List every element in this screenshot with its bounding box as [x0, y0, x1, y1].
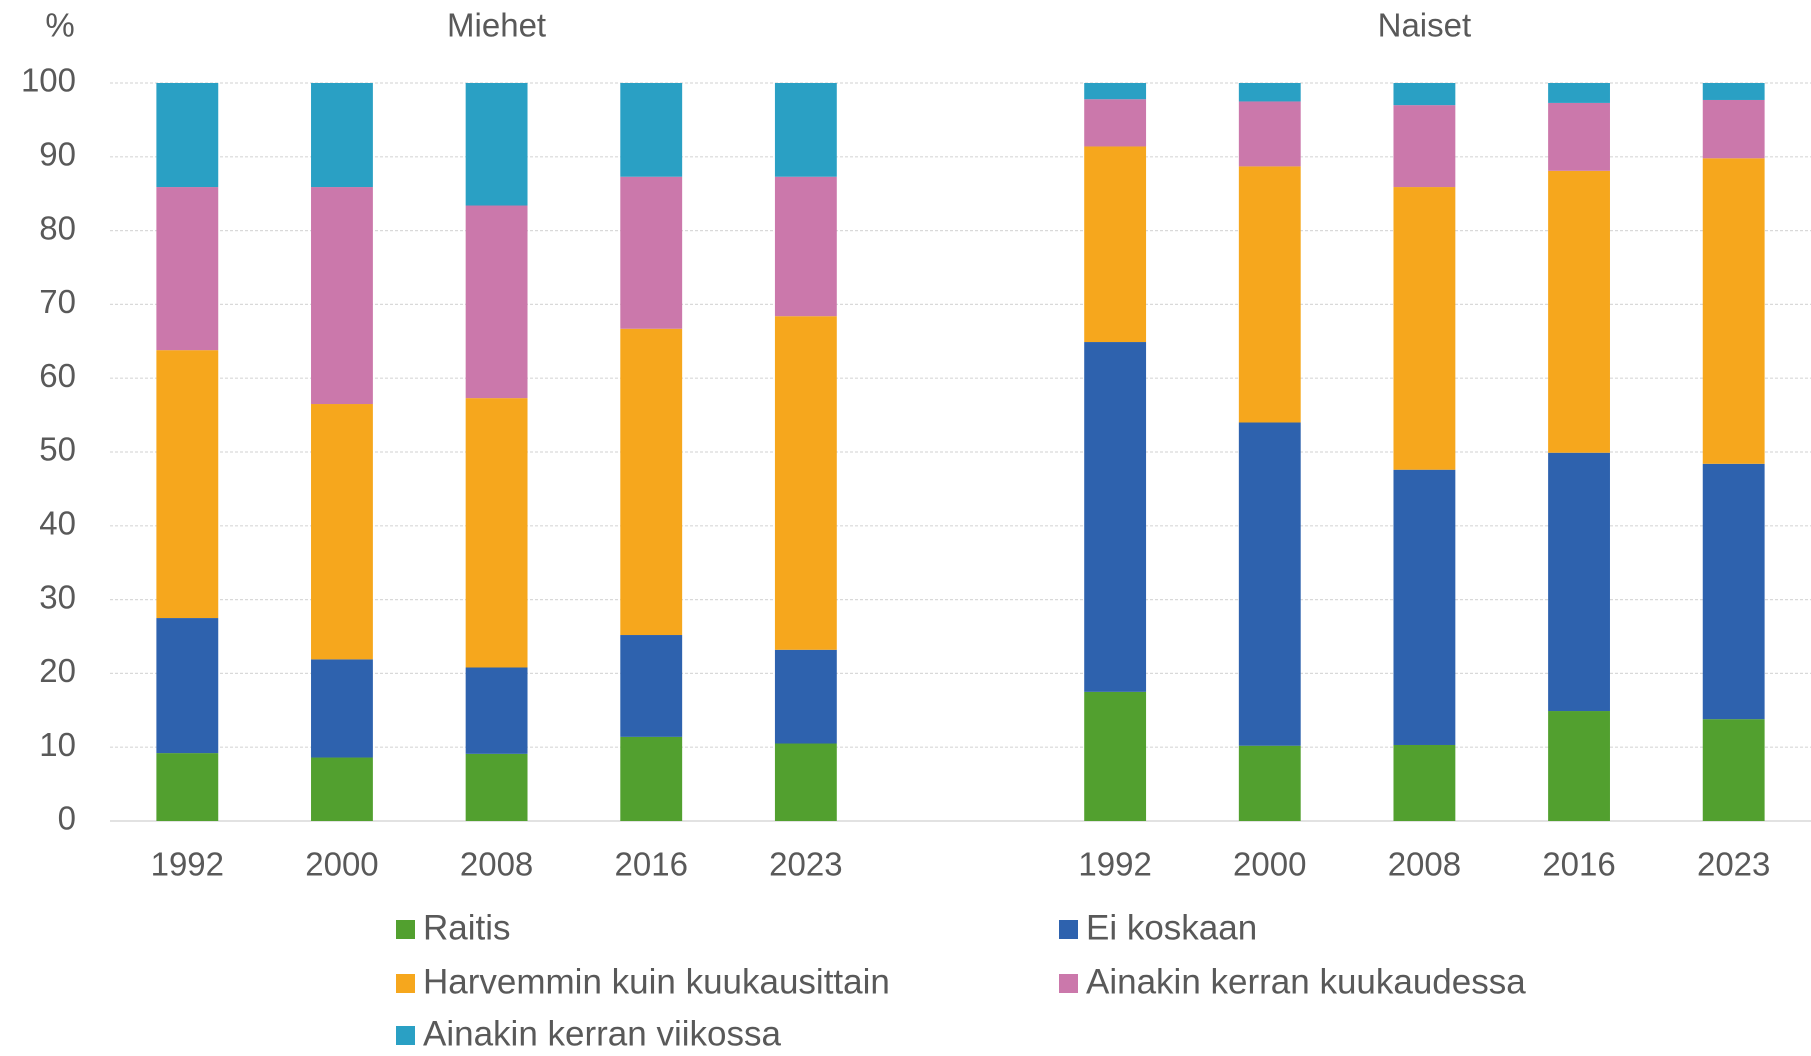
bar-segment	[156, 753, 219, 821]
bar-segment	[1393, 83, 1456, 106]
bar-segment	[156, 618, 219, 754]
x-tick-label: 2000	[1233, 846, 1306, 883]
bar-segment	[620, 83, 683, 177]
bar-segment	[156, 83, 219, 188]
bar-segment	[1084, 99, 1147, 147]
bar-segment	[465, 398, 528, 668]
legend-label: Ainakin kerran viikossa	[423, 1014, 781, 1053]
legend-label: Ainakin kerran kuukaudessa	[1086, 962, 1526, 1001]
x-tick-label: 2000	[305, 846, 378, 883]
bar-segment	[311, 83, 373, 188]
bar-segment	[1084, 691, 1147, 821]
y-tick-label: 80	[39, 209, 76, 246]
bar-segment	[1393, 469, 1456, 745]
y-tick-label: 60	[39, 357, 76, 394]
bar-segment	[465, 205, 528, 399]
bar-segment	[1702, 83, 1765, 100]
y-tick-label: 90	[39, 136, 76, 173]
x-tick-label: 2016	[1542, 846, 1615, 883]
bar-segment	[1238, 166, 1301, 423]
bar-segment	[1238, 422, 1301, 746]
x-tick-label: 2008	[460, 846, 533, 883]
bar-segment	[1393, 105, 1456, 188]
bar-segment	[465, 667, 528, 754]
bar-segment	[1702, 463, 1765, 720]
x-tick-label: 1992	[151, 846, 224, 883]
bar-segment	[1548, 170, 1610, 453]
y-tick-label: 20	[39, 652, 76, 689]
y-axis-label: %	[45, 7, 74, 44]
bar-segment	[1702, 158, 1765, 464]
bar-segment	[1238, 101, 1301, 167]
legend: Raitis Ei koskaan Harvemmin kuin kuukausit…	[396, 908, 1526, 1053]
bar-segment	[311, 187, 373, 405]
bar-segment	[311, 404, 373, 660]
bar-segment	[1084, 342, 1147, 692]
bar-segment	[1702, 99, 1765, 159]
legend-swatch	[396, 1026, 415, 1045]
y-tick-label: 70	[39, 283, 76, 320]
x-tick-label: 1992	[1078, 846, 1151, 883]
bar-segment	[311, 659, 373, 758]
y-tick-label: 0	[58, 800, 76, 837]
bar-segment	[1548, 102, 1610, 171]
bar-segment	[620, 736, 683, 821]
y-tick-label: 100	[21, 62, 76, 99]
bar-segment	[774, 83, 837, 177]
bar-segment	[156, 350, 219, 619]
bar-segment	[156, 187, 219, 351]
bar-segment	[1702, 719, 1765, 821]
bar-segment	[774, 649, 837, 744]
bar-segment	[1084, 83, 1147, 100]
y-tick-label: 40	[39, 505, 76, 542]
group-label: Naiset	[1378, 7, 1472, 44]
bar-segment	[774, 316, 837, 650]
bar-segment	[1393, 744, 1456, 821]
legend-label: Raitis	[423, 908, 511, 947]
bar-segment	[620, 176, 683, 329]
legend-swatch	[1059, 974, 1078, 993]
bar-segment	[774, 743, 837, 821]
bar-segment	[774, 176, 837, 317]
bar-segment	[1238, 745, 1301, 821]
x-tick-label: 2023	[769, 846, 842, 883]
bar-segment	[620, 328, 683, 636]
legend-swatch	[396, 920, 415, 939]
legend-swatch	[396, 974, 415, 993]
x-tick-label: 2008	[1388, 846, 1461, 883]
legend-label: Ei koskaan	[1086, 908, 1257, 947]
bar-segment	[1548, 711, 1610, 821]
y-tick-label: 50	[39, 431, 76, 468]
bar-segment	[311, 757, 373, 821]
group-label: Miehet	[447, 7, 546, 44]
x-tick-label: 2016	[615, 846, 688, 883]
bar-segment	[1084, 146, 1147, 343]
legend-swatch	[1059, 920, 1078, 939]
y-tick-label: 10	[39, 726, 76, 763]
bar-segment	[465, 753, 528, 821]
bar-segment	[1393, 187, 1456, 470]
bar-segment	[1548, 83, 1610, 103]
y-tick-label: 30	[39, 578, 76, 615]
bar-segment	[1548, 452, 1610, 712]
x-tick-label: 2023	[1697, 846, 1770, 883]
bar-segment	[620, 635, 683, 737]
legend-label: Harvemmin kuin kuukausittain	[423, 962, 890, 1001]
bar-segment	[465, 83, 528, 206]
bar-segment	[1238, 83, 1301, 102]
